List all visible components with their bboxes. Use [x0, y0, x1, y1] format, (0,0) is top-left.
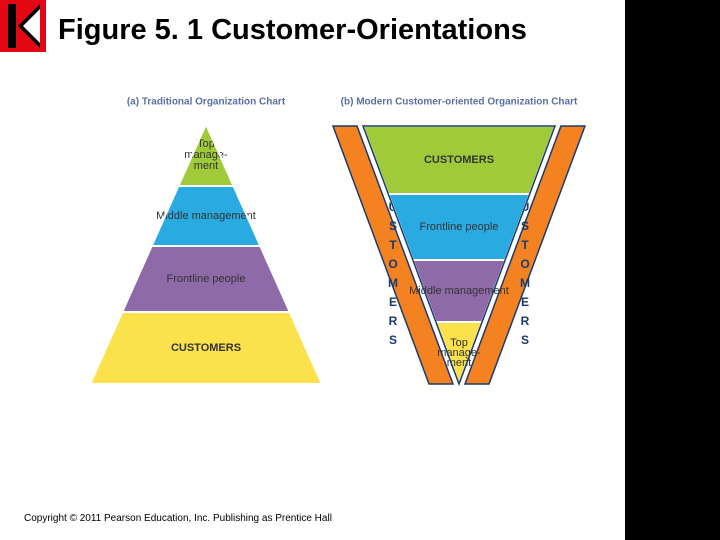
- svg-text:(a) Traditional Organization C: (a) Traditional Organization Chart: [127, 97, 286, 108]
- svg-text:(b) Modern Customer-oriented O: (b) Modern Customer-oriented Organizatio…: [341, 97, 578, 108]
- svg-text:E: E: [521, 295, 529, 309]
- svg-text:CUSTOMERS: CUSTOMERS: [171, 342, 241, 354]
- svg-text:M: M: [520, 276, 530, 290]
- svg-text:S: S: [389, 333, 397, 347]
- svg-text:T: T: [521, 238, 529, 252]
- svg-text:O: O: [520, 257, 529, 271]
- slide-right-bar: [625, 0, 720, 540]
- page-number: 5-4: [670, 512, 686, 524]
- svg-text:M: M: [388, 276, 398, 290]
- figure-container: (a) Traditional Organization ChartTopman…: [84, 86, 594, 426]
- svg-text:S: S: [521, 333, 529, 347]
- svg-text:O: O: [388, 257, 397, 271]
- svg-text:E: E: [389, 295, 397, 309]
- svg-text:Frontline people: Frontline people: [167, 273, 246, 285]
- svg-text:S: S: [521, 219, 529, 233]
- svg-text:T: T: [389, 238, 397, 252]
- svg-text:ment: ment: [194, 160, 218, 172]
- copyright-text: Copyright © 2011 Pearson Education, Inc.…: [24, 513, 332, 524]
- svg-text:S: S: [389, 219, 397, 233]
- svg-text:Frontline people: Frontline people: [420, 221, 499, 233]
- svg-text:R: R: [521, 314, 530, 328]
- svg-text:Middle management: Middle management: [156, 210, 256, 222]
- svg-text:CUSTOMERS: CUSTOMERS: [424, 154, 494, 166]
- corner-logo-icon: [0, 0, 46, 52]
- svg-text:R: R: [389, 314, 398, 328]
- slide-title: Figure 5. 1 Customer-Orientations: [58, 14, 527, 47]
